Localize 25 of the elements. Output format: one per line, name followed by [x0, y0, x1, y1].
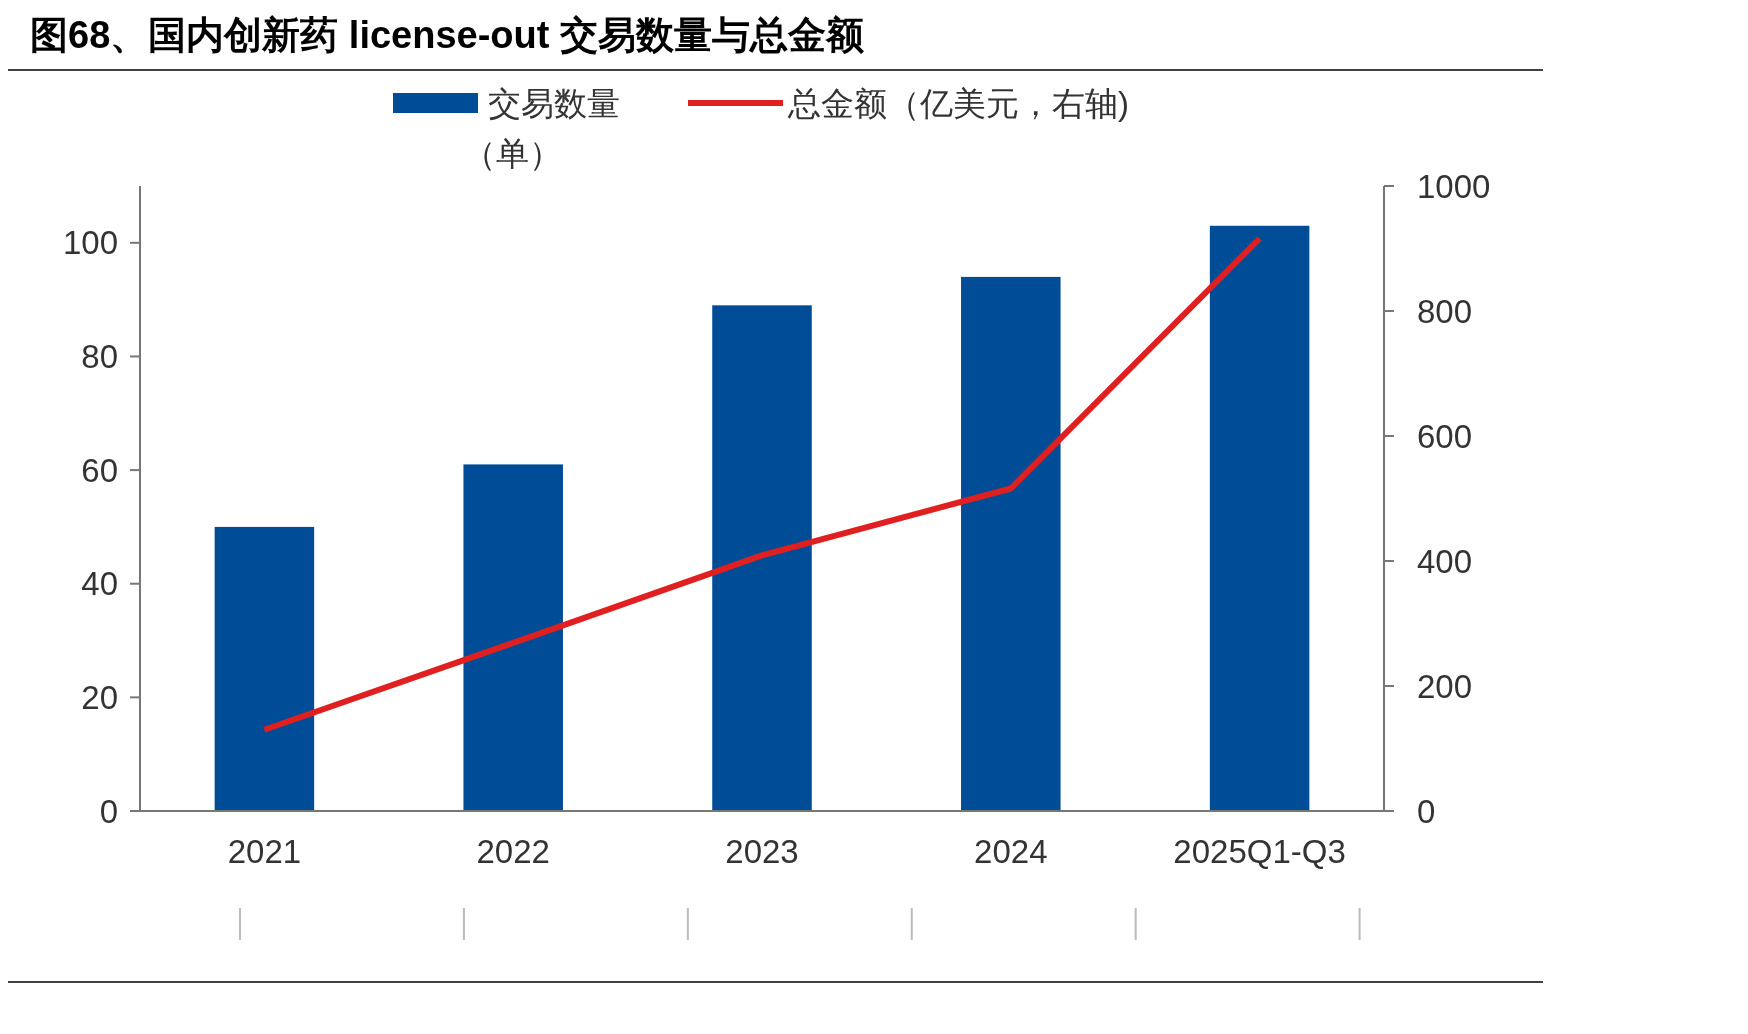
- x-tick-label: 2021: [227, 833, 302, 870]
- bar: [1209, 225, 1310, 811]
- legend-label: 交易数量（单）: [463, 84, 620, 172]
- y2-tick-label: 0: [1417, 792, 1436, 830]
- x-tick-label: 2024: [974, 833, 1048, 870]
- legend-label: 总金额（亿美元，右轴): [787, 84, 1129, 122]
- y-tick-label: 0: [99, 792, 118, 830]
- x-tick-label: 2022: [476, 833, 550, 870]
- x-tick-label: 2023: [725, 833, 799, 870]
- bar: [463, 464, 563, 811]
- y-tick-label: 60: [81, 451, 118, 489]
- x-tick-label: 2025Q1-Q3: [1173, 833, 1346, 870]
- y2-tick-label: 400: [1417, 542, 1473, 580]
- y2-tick-label: 800: [1417, 292, 1473, 330]
- bar: [712, 305, 812, 811]
- bar: [961, 276, 1061, 811]
- y-tick-label: 100: [62, 224, 118, 262]
- y-tick-label: 20: [81, 678, 118, 716]
- bar: [214, 526, 315, 811]
- y2-tick-label: 600: [1417, 417, 1473, 455]
- y2-tick-label: 1000: [1417, 167, 1491, 205]
- y-tick-label: 80: [81, 338, 118, 375]
- y-tick-label: 40: [81, 565, 118, 603]
- y2-tick-label: 200: [1417, 667, 1473, 705]
- chart-title: 图68、国内创新药 license-out 交易数量与总金额: [30, 14, 864, 56]
